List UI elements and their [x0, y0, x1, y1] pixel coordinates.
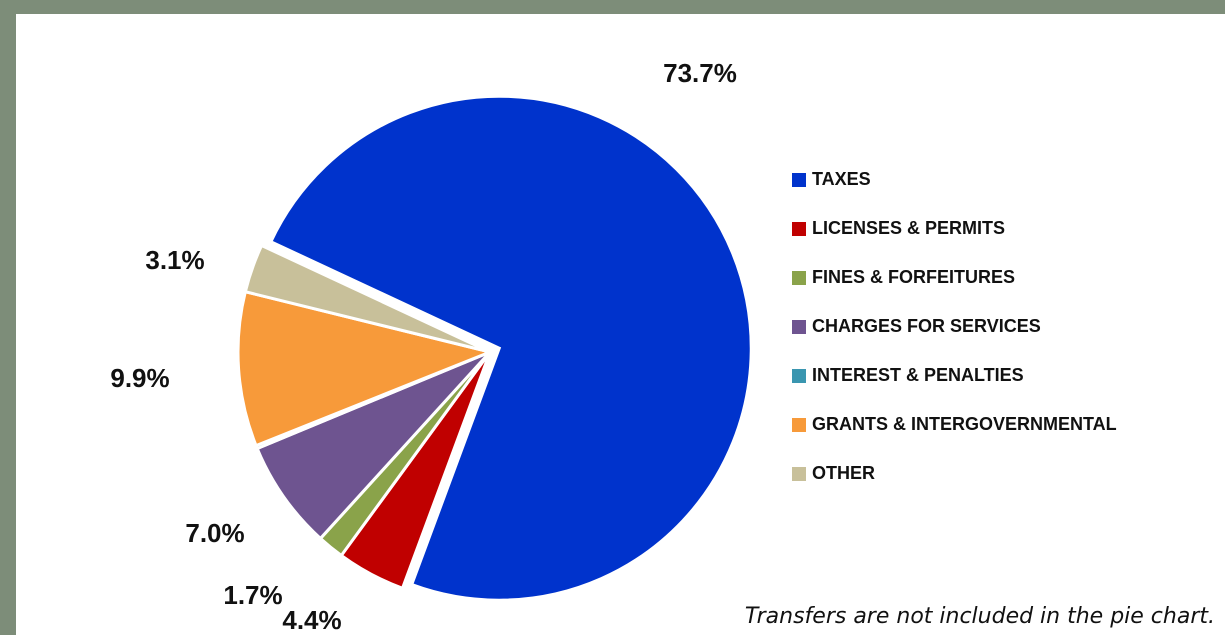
pie-slice — [243, 243, 491, 354]
legend-swatch — [792, 467, 806, 481]
legend-swatch — [792, 320, 806, 334]
data-label: 7.0% — [185, 518, 244, 548]
legend-swatch — [792, 418, 806, 432]
legend-label: FINES & FORFEITURES — [812, 267, 1015, 287]
footnote: Transfers are not included in the pie ch… — [745, 604, 1215, 629]
legend-swatch — [792, 271, 806, 285]
pie-slice — [236, 289, 495, 448]
legend-swatch — [792, 369, 806, 383]
data-label: 9.9% — [110, 363, 169, 393]
pie-slice — [255, 350, 492, 541]
legend-label: TAXES — [812, 169, 871, 189]
legend-label: LICENSES & PERMITS — [812, 218, 1005, 238]
legend-label: OTHER — [812, 463, 875, 483]
data-label: 3.1% — [145, 245, 204, 275]
pie-slice — [268, 94, 753, 602]
legend-swatch — [792, 222, 806, 236]
legend-label: INTEREST & PENALTIES — [812, 365, 1024, 385]
data-label: 1.7% — [223, 580, 282, 610]
legend-label: CHARGES FOR SERVICES — [812, 316, 1041, 336]
data-label: 73.7% — [663, 58, 737, 88]
legend-label: GRANTS & INTERGOVERNMENTAL — [812, 414, 1117, 434]
data-label: 4.4% — [282, 605, 341, 635]
legend-swatch — [792, 173, 806, 187]
